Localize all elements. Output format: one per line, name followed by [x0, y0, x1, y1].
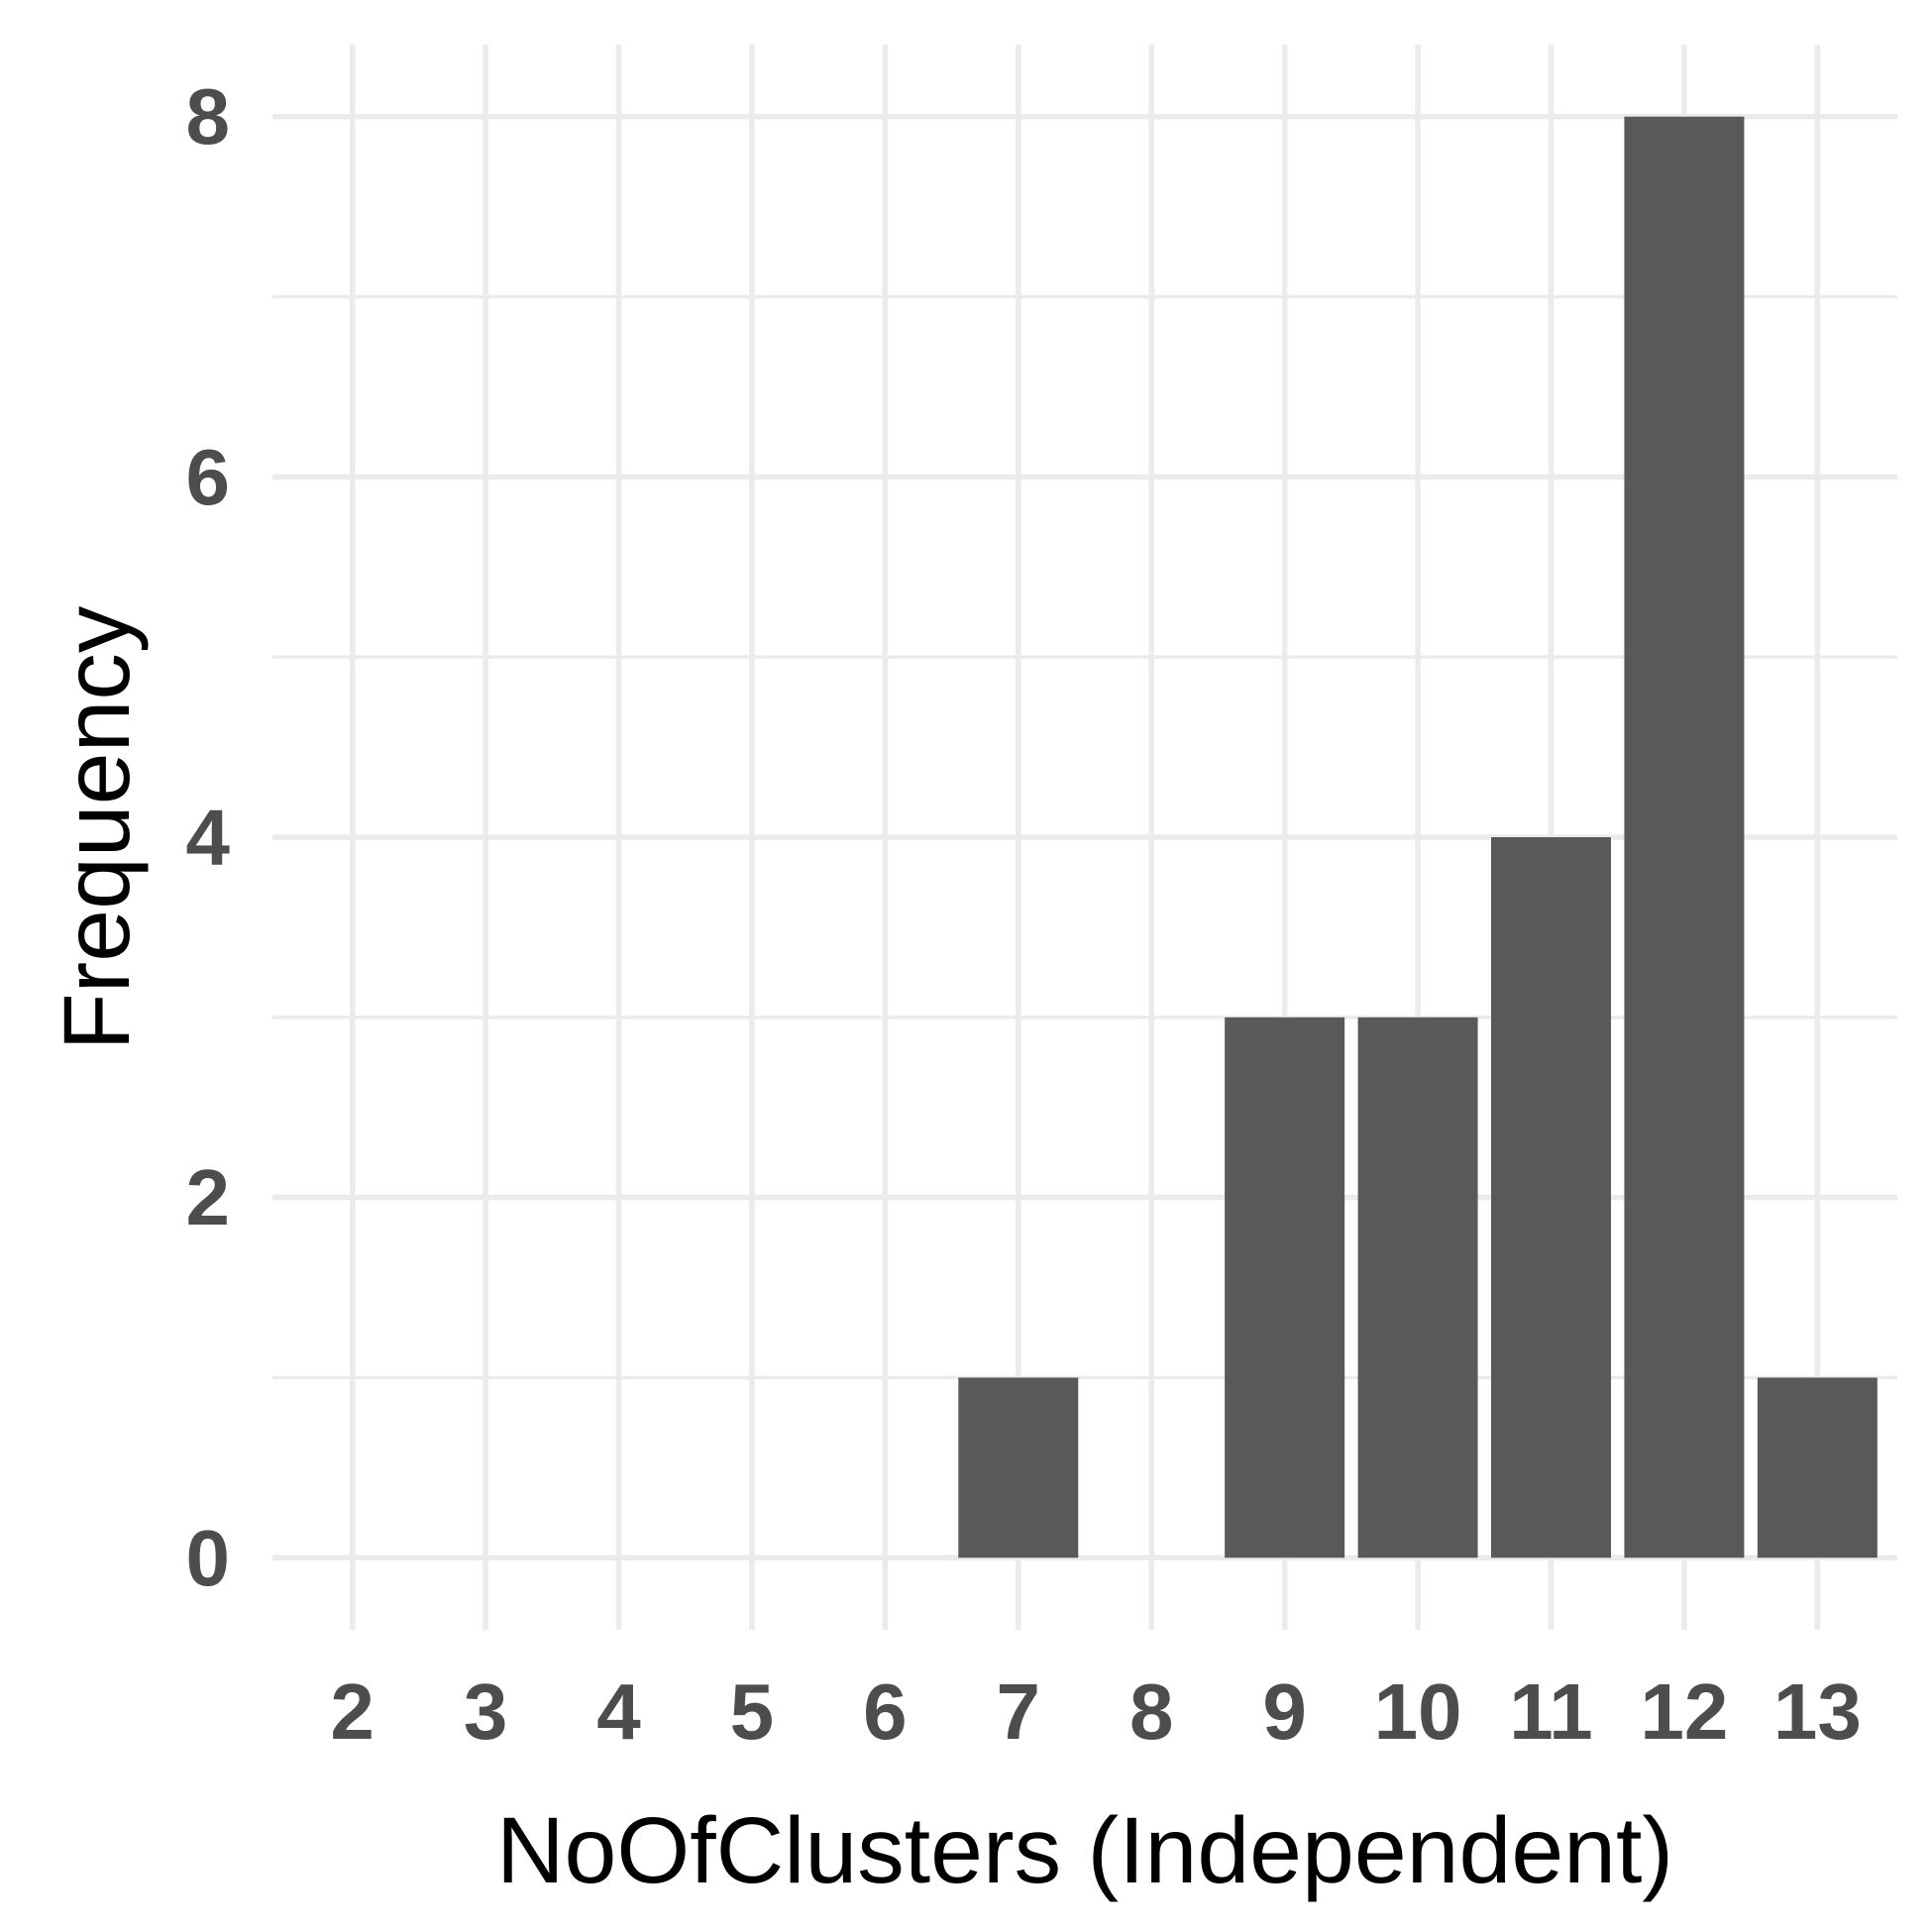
x-tick-label: 13: [1773, 1667, 1862, 1756]
bar-11: [1491, 837, 1611, 1558]
x-tick-labels: 2 3 4 5 6 7 8 9 10 11 12 13: [330, 1667, 1861, 1756]
y-tick-label: 2: [186, 1153, 231, 1241]
y-axis-title: Frequency: [45, 605, 150, 1050]
x-tick-label: 8: [1129, 1667, 1174, 1756]
bar-10: [1357, 1017, 1478, 1558]
y-tick-label: 0: [186, 1514, 231, 1602]
x-tick-label: 10: [1374, 1667, 1462, 1756]
x-tick-label: 5: [730, 1667, 775, 1756]
bar-9: [1225, 1017, 1345, 1558]
x-tick-label: 9: [1262, 1667, 1307, 1756]
x-tick-label: 2: [330, 1667, 375, 1756]
x-tick-label: 3: [464, 1667, 508, 1756]
bars: [958, 116, 1878, 1558]
grid-lines: [272, 45, 1897, 1630]
y-tick-label: 8: [186, 72, 231, 161]
x-tick-label: 6: [863, 1667, 908, 1756]
bar-12: [1624, 116, 1745, 1558]
x-tick-label: 7: [997, 1667, 1041, 1756]
y-tick-labels: 0 2 4 6 8: [186, 72, 231, 1602]
bar-7: [958, 1377, 1079, 1558]
x-axis-title: NoOfClusters (Independent): [496, 1798, 1673, 1903]
x-tick-label: 4: [596, 1667, 641, 1756]
y-tick-label: 4: [186, 794, 231, 882]
x-tick-label: 11: [1509, 1667, 1593, 1756]
y-tick-label: 6: [186, 433, 231, 521]
x-tick-label: 12: [1640, 1667, 1728, 1756]
bar-13: [1757, 1377, 1878, 1558]
